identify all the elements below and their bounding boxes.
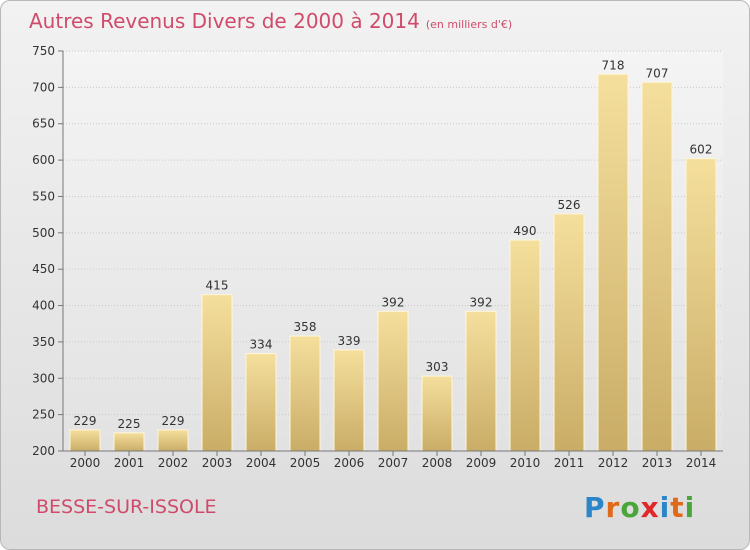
bar-2001 <box>113 432 145 452</box>
bar-2003 <box>201 294 233 452</box>
y-tick-label: 300 <box>32 371 55 385</box>
bar-2012 <box>597 73 629 452</box>
value-label-2009: 392 <box>470 295 493 309</box>
value-label-2000: 229 <box>74 414 97 428</box>
x-tick-label: 2002 <box>158 456 189 470</box>
y-tick-label: 600 <box>32 153 55 167</box>
bar-2007 <box>377 310 409 452</box>
x-tick-label: 2011 <box>554 456 585 470</box>
value-label-2014: 602 <box>690 143 713 157</box>
logo-letter: P <box>584 491 606 524</box>
bar-2008 <box>421 375 453 452</box>
y-tick-label: 700 <box>32 80 55 94</box>
value-label-2004: 334 <box>250 338 273 352</box>
y-tick-label: 250 <box>32 408 55 422</box>
chart-unit: (en milliers d'€) <box>425 18 513 31</box>
chart-title: Autres Revenus Divers de 2000 à 2014 (en … <box>29 9 512 33</box>
value-label-2008: 303 <box>426 360 449 374</box>
x-tick-label: 2005 <box>290 456 321 470</box>
y-tick-label: 500 <box>32 226 55 240</box>
value-label-2010: 490 <box>514 224 537 238</box>
bar-2002 <box>157 429 189 452</box>
y-tick-label: 400 <box>32 299 55 313</box>
x-tick-label: 2004 <box>246 456 277 470</box>
y-axis: 200 250 300 350 400 450 500 550 600 650 700 750 <box>32 44 64 458</box>
x-tick-label: 2001 <box>114 456 145 470</box>
bar-2011 <box>553 213 585 452</box>
bar-2005 <box>289 335 321 452</box>
bar-2004 <box>245 353 277 452</box>
logo-letter: i <box>684 491 696 524</box>
x-tick-label: 2014 <box>686 456 717 470</box>
y-tick-label: 550 <box>32 189 55 203</box>
bar-2000 <box>69 429 101 452</box>
bar-2010 <box>509 239 541 452</box>
x-tick-label: 2003 <box>202 456 233 470</box>
bars <box>69 73 717 452</box>
y-tick-label: 200 <box>32 444 55 458</box>
x-tick-label: 2000 <box>70 456 101 470</box>
x-tick-label: 2007 <box>378 456 409 470</box>
x-tick-label: 2010 <box>510 456 541 470</box>
commune-name: BESSE-SUR-ISSOLE <box>36 496 217 518</box>
y-tick-label: 450 <box>32 262 55 276</box>
x-tick-label: 2006 <box>334 456 365 470</box>
logo-letter: i <box>659 491 671 524</box>
x-tick-label: 2013 <box>642 456 673 470</box>
x-tick-label: 2008 <box>422 456 453 470</box>
logo-letter: o <box>620 491 641 524</box>
y-tick-label: 350 <box>32 335 55 349</box>
value-label-2007: 392 <box>382 295 405 309</box>
x-tick-label: 2009 <box>466 456 497 470</box>
x-axis: 2000 2001 2002 2003 2004 2005 2006 2007 2008 2009… <box>63 450 723 470</box>
value-label-2013: 707 <box>646 66 669 80</box>
y-tick-label: 750 <box>32 44 55 58</box>
logo-letter: r <box>605 491 621 524</box>
bar-2006 <box>333 349 365 452</box>
x-tick-label: 2012 <box>598 456 629 470</box>
y-tick-label: 650 <box>32 117 55 131</box>
value-label-2011: 526 <box>558 198 581 212</box>
bar-2009 <box>465 310 497 452</box>
chart-title-text: Autres Revenus Divers de 2000 à 2014 <box>29 9 420 33</box>
logo-letter: t <box>670 491 685 524</box>
value-label-2002: 229 <box>162 414 185 428</box>
logo-letter: x <box>640 491 660 524</box>
bar-2013 <box>641 81 673 452</box>
value-label-2001: 225 <box>118 417 141 431</box>
proxiti-logo: Proxiti <box>584 491 695 524</box>
value-label-2003: 415 <box>206 279 229 293</box>
value-label-2005: 358 <box>294 320 317 334</box>
value-labels: 229 225 229 415 334 358 339 392 303 392 490 526 718 7… <box>74 58 713 431</box>
value-label-2012: 718 <box>602 58 625 72</box>
value-label-2006: 339 <box>338 334 361 348</box>
bar-2014 <box>685 158 717 452</box>
